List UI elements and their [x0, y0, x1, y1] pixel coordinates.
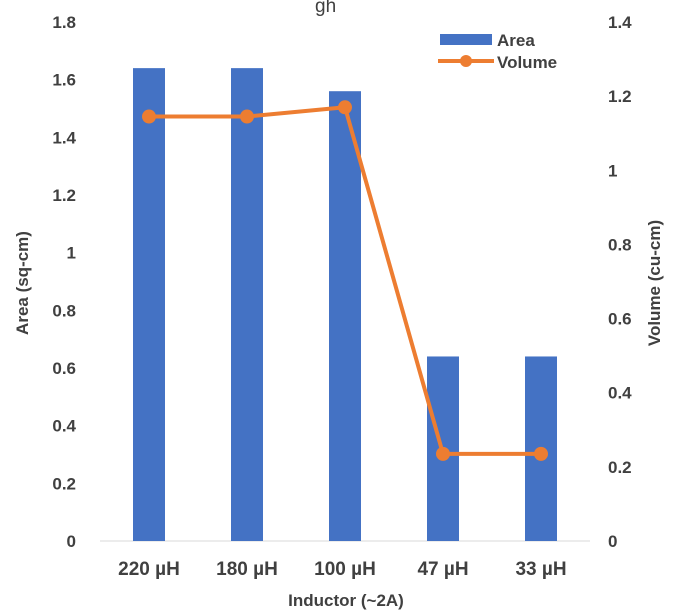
legend: Area Volume: [438, 31, 557, 72]
area-bars: [133, 68, 557, 541]
category-label: 220 µH: [118, 559, 180, 580]
y2-axis-title: Volume (cu-cm): [645, 220, 664, 346]
left-tick-label: 0.6: [52, 359, 76, 378]
category-label: 47 µH: [417, 559, 468, 580]
right-tick-label: 0.4: [608, 384, 632, 403]
left-tick-label: 0.2: [52, 474, 76, 493]
y-axis-title: Area (sq-cm): [13, 231, 32, 335]
left-tick-label: 0: [67, 532, 76, 551]
right-tick-label: 0.8: [608, 235, 632, 254]
volume-point: [338, 100, 352, 115]
volume-point: [534, 446, 548, 461]
legend-area-swatch: [440, 34, 492, 45]
right-tick-label: 1.4: [608, 13, 632, 32]
left-tick-label: 1.4: [52, 128, 76, 147]
chart-title-fragment: gh: [315, 0, 336, 17]
category-labels: 220 µH 180 µH 100 µH 47 µH 33 µH: [118, 559, 566, 580]
left-tick-label: 1: [67, 244, 76, 263]
area-bar: [329, 91, 361, 541]
left-axis-ticks: 0 0.2 0.4 0.6 0.8 1 1.2 1.4 1.6 1.8: [52, 13, 76, 551]
right-axis-ticks: 0 0.2 0.4 0.6 0.8 1 1.2 1.4: [608, 13, 632, 551]
right-tick-label: 1: [608, 161, 617, 180]
category-label: 180 µH: [216, 559, 278, 580]
right-tick-label: 0.6: [608, 310, 632, 329]
left-tick-label: 1.2: [52, 186, 76, 205]
area-bar: [133, 68, 165, 541]
right-tick-label: 0: [608, 532, 617, 551]
left-tick-label: 0.8: [52, 301, 76, 320]
right-tick-label: 0.2: [608, 458, 632, 477]
x-axis-title: Inductor (~2A): [288, 591, 404, 610]
left-tick-label: 0.4: [52, 417, 76, 436]
volume-point: [142, 109, 156, 124]
area-bar: [231, 68, 263, 541]
volume-point: [240, 109, 254, 124]
legend-area-label: Area: [497, 31, 535, 50]
legend-volume-label: Volume: [497, 53, 557, 72]
left-tick-label: 1.8: [52, 13, 76, 32]
category-label: 100 µH: [314, 559, 376, 580]
volume-point: [436, 446, 450, 461]
volume-line: [142, 100, 548, 461]
category-label: 33 µH: [515, 559, 566, 580]
left-tick-label: 1.6: [52, 71, 76, 90]
legend-volume-marker: [460, 55, 472, 67]
right-tick-label: 1.2: [608, 87, 632, 106]
